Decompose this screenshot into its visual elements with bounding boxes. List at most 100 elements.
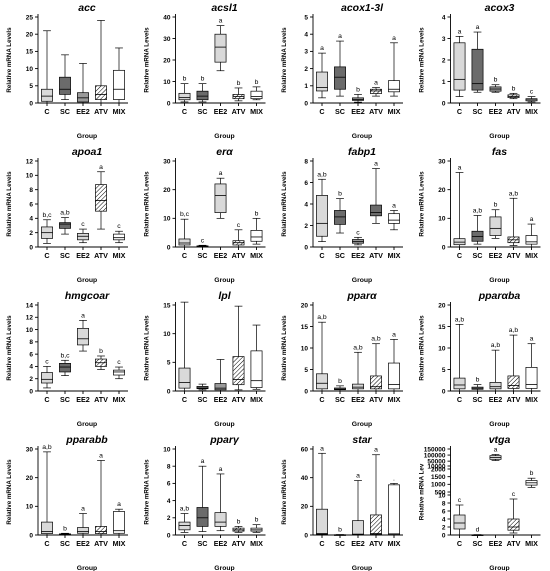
significance-letter: a: [356, 473, 360, 480]
x-tick-label: EE2: [489, 395, 503, 404]
y-tick-label: 15: [301, 324, 309, 331]
box-MIX: [113, 508, 125, 536]
box-iqr: [334, 66, 346, 90]
box-ATV: [95, 20, 107, 104]
box-EE2: [214, 25, 227, 72]
box-iqr: [388, 213, 400, 224]
y-axis-label: Relative mRNA Levels: [419, 171, 426, 237]
chart-panel-acox3: acox3 Relative mRNA Levels Group 0 1 2 3 4 Ca SC a…: [419, 2, 541, 140]
chart-panel-pparαba: pparαba Relative mRNA Levels Group 0 5 10 15 20…: [419, 290, 541, 428]
box-iqr: [113, 369, 125, 376]
y-tick-label: 4: [29, 364, 33, 371]
y-axis-label: Relative mRNA Levels: [6, 459, 13, 525]
box-ATV: [507, 92, 520, 100]
box-SC: [196, 244, 209, 248]
box-EE2: [489, 209, 502, 239]
y-axis-label: Relative mRNA Levels: [144, 459, 151, 525]
box-EE2: [352, 480, 364, 536]
y-tick-label: 6: [167, 481, 171, 488]
y-axis-label: Relative mRNA Levels: [419, 27, 426, 93]
x-tick-label: EE2: [76, 251, 90, 260]
y-tick-label: 6: [29, 351, 33, 358]
x-tick-label: EE2: [351, 539, 365, 548]
x-tick-label: EE2: [76, 539, 90, 548]
x-axis-label: Group: [352, 565, 372, 571]
y-tick-label: 2: [304, 66, 308, 73]
x-tick-label: MIX: [250, 539, 263, 548]
chart-title: apoa1: [72, 146, 103, 158]
x-tick-label: C: [457, 107, 462, 116]
x-tick-label: ATV: [232, 539, 246, 548]
y-tick-label: 5: [304, 14, 308, 21]
x-tick-label: MIX: [388, 251, 401, 260]
box-EE2: [489, 454, 502, 461]
y-tick-label: 20: [26, 32, 34, 39]
box-SC: [334, 534, 346, 536]
x-tick-label: EE2: [489, 107, 503, 116]
box-MIX: [525, 96, 538, 103]
significance-letter: a: [530, 216, 534, 223]
significance-letter: a: [392, 35, 396, 42]
x-tick-label: EE2: [214, 107, 228, 116]
box-iqr: [250, 90, 263, 100]
box-iqr: [196, 90, 209, 101]
x-tick-label: MIX: [388, 107, 401, 116]
y-tick-label: 1500: [431, 474, 446, 481]
significance-letter: a: [99, 452, 103, 459]
chart-panel-erα: erα Relative mRNA Levels Group 0 10 20 30 Cb,c S…: [144, 146, 266, 284]
y-tick-label: 5: [442, 367, 446, 374]
box-iqr: [370, 375, 382, 390]
y-axis-label: Relative mRNA Levels: [281, 171, 288, 237]
x-tick-label: SC: [60, 107, 70, 116]
box-C: [453, 35, 466, 97]
chart-title: fas: [492, 146, 507, 158]
box-iqr: [334, 387, 346, 391]
x-tick-label: EE2: [214, 539, 228, 548]
box-EE2: [352, 236, 364, 246]
significance-letter: a: [81, 312, 85, 319]
box-C: [453, 504, 466, 536]
x-tick-label: SC: [335, 107, 345, 116]
box-iqr: [250, 350, 263, 388]
box-iqr: [41, 372, 53, 384]
y-tick-label: 40: [163, 14, 171, 21]
box-iqr: [489, 382, 502, 390]
box-MIX: [388, 339, 400, 392]
y-tick-label: 100000: [424, 452, 446, 459]
x-axis-label: Group: [489, 277, 509, 284]
chart-title: pparαba: [478, 290, 521, 302]
y-tick-label: 0: [167, 532, 171, 539]
y-tick-label: 10: [163, 216, 171, 223]
y-tick-label: 12: [26, 315, 34, 322]
box-C: [316, 178, 328, 242]
box-SC: [59, 217, 71, 235]
y-axis-label: Relative mRNA Lev: [419, 463, 426, 520]
y-tick-label: 30: [438, 158, 446, 165]
significance-letter: a,b: [371, 336, 381, 343]
y-tick-label: 15: [26, 49, 34, 56]
chart-panel-acox1-3l: acox1-3l Relative mRNA Levels Group 0 1 2 3 4 5 C…: [281, 2, 403, 140]
y-tick-label: 14: [26, 302, 34, 309]
y-tick-label: 30: [163, 36, 171, 43]
box-iqr: [507, 518, 520, 531]
y-tick-label: 6: [304, 180, 308, 187]
y-tick-label: 10000: [427, 463, 445, 470]
y-axis-label: Relative mRNA Levels: [144, 315, 151, 381]
y-tick-label: 20: [163, 57, 171, 64]
y-tick-label: 30: [163, 158, 171, 165]
x-tick-label: MIX: [525, 539, 538, 548]
box-iqr: [232, 356, 245, 386]
x-axis-label: Group: [489, 565, 509, 571]
chart-title: erα: [216, 146, 233, 158]
box-iqr: [471, 386, 484, 390]
chart-title: pparα: [346, 290, 377, 302]
box-SC: [59, 359, 71, 376]
x-tick-label: MIX: [525, 251, 538, 260]
box-iqr: [95, 85, 107, 100]
y-tick-label: 3: [442, 36, 446, 43]
box-EE2: [214, 359, 227, 392]
y-tick-label: 0: [167, 244, 171, 251]
y-tick-label: 1: [442, 79, 446, 86]
y-tick-label: 8: [442, 500, 446, 507]
